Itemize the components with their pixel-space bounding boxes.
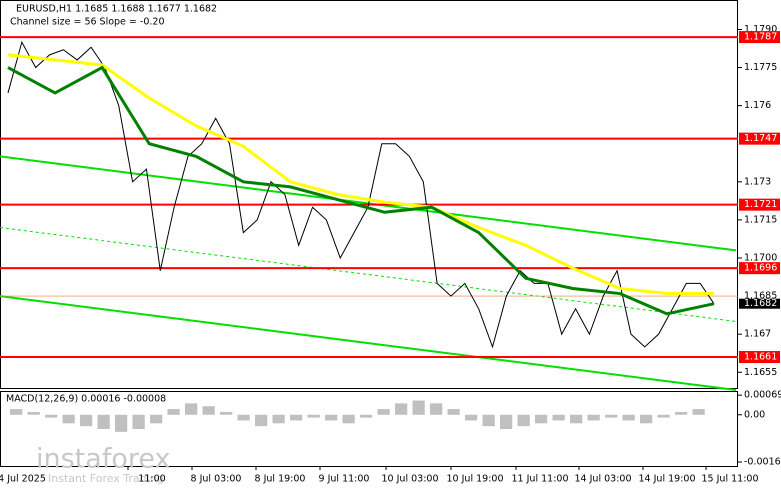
y-tick-label: 1.1700 <box>744 252 777 263</box>
macd-bar <box>692 409 705 415</box>
x-tick-label: 15 Jul 11:00 <box>702 474 759 485</box>
level-tag <box>739 351 780 364</box>
macd-bar <box>307 414 320 418</box>
x-tick-label: 9 Jul 11:00 <box>319 474 370 485</box>
macd-bar <box>185 403 198 415</box>
channel-header: Channel size = 56 Slope = -0.20 <box>10 17 165 28</box>
macd-tick-label: -0.00166 <box>744 457 781 468</box>
macd-bar <box>552 414 565 421</box>
x-tick-label: 11 Jul 11:00 <box>512 474 569 485</box>
macd-bar <box>447 409 460 415</box>
x-tick-label: 10 Jul 19:00 <box>447 474 504 485</box>
macd-bar <box>62 414 75 424</box>
macd-bar <box>360 414 373 418</box>
macd-bar <box>220 411 233 415</box>
macd-bar <box>325 414 338 421</box>
y-tick-label: 1.173 <box>744 176 771 187</box>
level-label: 1.1721 <box>744 199 777 210</box>
macd-bar <box>45 414 58 418</box>
macd-bar <box>587 414 600 421</box>
price-label: 1.1685 <box>744 291 777 302</box>
ma-slow <box>7 53 714 296</box>
symbol-header: EURUSD,H1 1.1685 1.1688 1.1677 1.1682 <box>16 4 217 15</box>
level-tag <box>739 31 780 44</box>
macd-bar <box>640 414 653 424</box>
y-tick-label: 1.167 <box>744 329 771 340</box>
macd-bar <box>10 409 23 415</box>
level-tag <box>739 262 780 275</box>
macd-bar <box>570 414 583 424</box>
macd-bar <box>535 414 548 424</box>
macd-tick-label: 0.00 <box>744 409 765 420</box>
macd-bar <box>675 411 688 415</box>
macd-tick-label: 0.00069 <box>744 390 781 401</box>
level-label: 1.1696 <box>744 263 777 274</box>
y-tick-label: 1.1655 <box>744 367 777 378</box>
macd-bar <box>430 403 443 415</box>
level-tag <box>739 198 780 211</box>
macd-bar <box>27 411 40 415</box>
y-tick-label: 1.1775 <box>744 62 777 73</box>
macd-bar <box>412 400 425 415</box>
watermark-sub: Instant Forex Trading <box>48 472 164 485</box>
x-tick-label: 8 Jul 19:00 <box>255 474 306 485</box>
main-pane <box>0 0 738 389</box>
price-label: 1.1682 <box>744 298 777 309</box>
price <box>7 40 715 349</box>
channel-line <box>0 155 737 252</box>
x-tick-label: 8 Jul 03:00 <box>191 474 242 485</box>
macd-bar <box>342 414 355 424</box>
watermark: instaforex <box>36 444 170 475</box>
macd-bar <box>272 414 285 424</box>
channel-line <box>0 295 737 392</box>
level-label: 1.1747 <box>744 133 777 144</box>
level-label: 1.1787 <box>744 32 777 43</box>
macd-bar <box>290 414 303 421</box>
macd-bar <box>132 414 145 429</box>
macd-bar <box>500 414 513 429</box>
macd-header: MACD(12,26,9) 0.00016 -0.00008 <box>6 394 166 405</box>
y-tick-label: 1.176 <box>744 100 771 111</box>
macd-bar <box>465 414 478 421</box>
y-tick-label: 1.1790 <box>744 24 777 35</box>
macd-bar <box>622 414 635 421</box>
macd-bar <box>237 414 250 421</box>
level-tag <box>739 132 780 145</box>
macd-bar <box>167 409 180 415</box>
macd-bar <box>150 414 163 424</box>
macd-bar <box>482 414 495 427</box>
level-label: 1.1661 <box>744 352 777 363</box>
macd-bar <box>255 414 268 427</box>
macd-pane <box>0 391 738 467</box>
x-tick-label: 4 Jul 2025 <box>0 474 46 485</box>
price-tag <box>739 298 780 309</box>
macd-bar <box>97 414 110 429</box>
macd-bar <box>605 414 618 418</box>
macd-bar <box>115 414 128 432</box>
y-tick-label: 1.1715 <box>744 214 777 225</box>
x-tick-label: 14 Jul 03:00 <box>575 474 632 485</box>
channel-line <box>0 227 737 322</box>
macd-bar <box>202 406 215 415</box>
x-tick-label: 10 Jul 03:00 <box>382 474 439 485</box>
x-tick-label: 14 Jul 19:00 <box>639 474 696 485</box>
price-tag <box>739 291 780 302</box>
macd-bar <box>517 414 530 427</box>
x-tick-label: 11:00 <box>138 474 165 485</box>
macd-bar <box>377 409 390 415</box>
macd-bar <box>657 414 670 418</box>
ma-fast <box>7 65 715 316</box>
macd-bar <box>395 403 408 415</box>
macd-bar <box>80 414 93 427</box>
